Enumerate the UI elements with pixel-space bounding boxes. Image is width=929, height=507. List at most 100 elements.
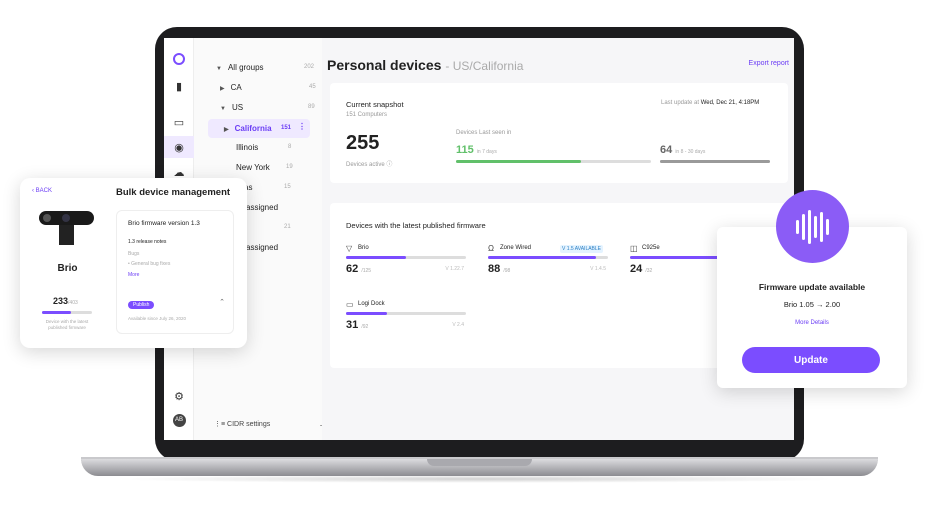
publish-badge[interactable]: Publish	[128, 301, 155, 309]
release-notes: 1.3 release notes	[128, 239, 167, 245]
tree-california[interactable]: ▶ California 151 ⋮	[208, 119, 310, 138]
firmware-heading: Devices with the latest published firmwa…	[346, 221, 486, 230]
firmware-device-tile[interactable]: Ω Zone Wired V 1.5 AVAILABLE 88 /98 V 1.4.5	[488, 244, 608, 281]
tree-label: California	[234, 124, 272, 133]
older-bar-fill	[660, 160, 770, 163]
cloud-icon[interactable]: ☁	[173, 166, 185, 179]
device-count-value: 233	[53, 296, 69, 306]
bulk-title: Bulk device management	[116, 187, 231, 198]
tree-illinois[interactable]: Illinois 8	[236, 143, 310, 152]
older-label: in 8 - 30 days	[675, 149, 706, 155]
firmware-title: Brio firmware version 1.3	[128, 220, 200, 227]
more-vertical-icon[interactable]: ⋮	[298, 122, 306, 131]
device-count: 24 /32	[630, 263, 652, 275]
device-name: C925e	[642, 245, 660, 251]
device-bar-fill	[346, 312, 387, 315]
device-icon: ◫	[630, 244, 638, 253]
tree-us[interactable]: ▼ US 89	[220, 103, 315, 112]
tree-label: as	[244, 183, 253, 192]
recent-bar	[456, 160, 651, 163]
bugs-label: Bugs	[128, 251, 140, 257]
tree-label: US	[231, 103, 244, 112]
update-title: Firmware update available	[758, 282, 866, 292]
tree-count: 21	[284, 224, 291, 230]
avatar[interactable]: AB	[171, 412, 187, 428]
device-version: V 1.4.5	[590, 266, 606, 272]
bulk-management-panel: ‹ BACK Bulk device management Brio 233/4…	[20, 178, 247, 348]
network-icon: ⋮≡	[214, 421, 228, 428]
avatar-initials: AB	[172, 413, 186, 427]
book-icon[interactable]: ▮	[175, 80, 183, 93]
device-count-total: /403	[68, 300, 78, 306]
device-bar	[488, 256, 608, 259]
last-seen-label: Devices Last seen in	[456, 130, 512, 136]
firmware-device-tile[interactable]: ▽ Brio 62 /125 V 1.22.7	[346, 244, 466, 281]
tree-unassigned[interactable]: assigned	[246, 203, 278, 212]
available-since: Available since July 26, 2020	[128, 316, 186, 321]
screen: ▮ ▭ ◉ ☁ ⚙ AB ▼ All groups 202 ▶ CA 45 ▼ US …	[164, 38, 794, 440]
older-devices: 64 in 8 - 30 days	[660, 144, 705, 156]
firmware-device-tile[interactable]: ▭ Logi Dock 31 /92 V 2.4	[346, 300, 466, 337]
device-bar-fill	[630, 256, 720, 259]
audio-wave-icon	[776, 190, 849, 263]
info-icon[interactable]: ⓘ	[386, 162, 393, 168]
tree-all-groups[interactable]: ▼ All groups 202	[216, 63, 314, 72]
update-button[interactable]: Update	[742, 347, 880, 373]
tree-label: assigned	[246, 243, 279, 252]
back-link[interactable]: ‹ BACK	[32, 188, 52, 194]
device-count-total: /98	[503, 268, 511, 274]
tree-count: 19	[286, 164, 293, 170]
devices-active-text: Devices active	[346, 162, 385, 168]
device-name: Logi Dock	[358, 301, 385, 307]
devices-icon[interactable]: ◉	[164, 136, 194, 158]
tree-count: 45	[309, 84, 316, 90]
chevron-up-icon[interactable]: ⌃	[219, 299, 225, 306]
laptop-notch	[427, 459, 532, 466]
webcam-image	[39, 211, 94, 245]
tree-count: 8	[288, 144, 292, 150]
device-version: V 1.22.7	[445, 266, 464, 272]
monitor-icon[interactable]: ▭	[173, 116, 185, 129]
laptop-shadow	[110, 475, 850, 483]
caret-down-icon: ▼	[220, 106, 226, 112]
more-details-link[interactable]: More Details	[795, 320, 829, 326]
more-link[interactable]: More	[128, 272, 140, 278]
tree-label: New York	[236, 163, 270, 172]
device-count-bar	[42, 311, 92, 314]
tree-count: 89	[308, 104, 315, 110]
export-report-link[interactable]: Export report	[748, 60, 789, 67]
device-count-value: 62	[346, 263, 359, 275]
update-version: Brio 1.05 → 2.00	[783, 300, 841, 309]
tree-texas[interactable]: as 15	[244, 183, 310, 192]
caret-right-icon: ▶	[224, 127, 229, 133]
device-icon: ▽	[346, 244, 353, 253]
tree-ca[interactable]: ▶ CA 45	[220, 83, 316, 92]
snapshot-card: Current snapshot 151 Computers Last upda…	[330, 83, 788, 183]
main-content: Personal devices - US/California Export r…	[322, 38, 794, 440]
device-bar	[630, 256, 750, 259]
tree-count: 202	[304, 64, 315, 70]
firmware-device-tile[interactable]: ◫ C925e 24 /32	[630, 244, 750, 281]
tree-new-york[interactable]: New York 19	[236, 163, 310, 172]
device-count: 233/403	[53, 296, 78, 306]
tree-unassigned[interactable]: assigned	[246, 243, 278, 252]
cidr-settings-link[interactable]: ⋮≡ CIDR settings	[214, 420, 270, 428]
device-count-total: /92	[361, 324, 369, 330]
page-title-text: Personal devices	[327, 57, 442, 73]
older-value: 64	[660, 144, 673, 156]
snapshot-computers: 151 Computers	[346, 112, 388, 118]
older-bar	[660, 160, 770, 163]
gear-icon[interactable]: ⚙	[174, 390, 184, 403]
logo-icon[interactable]	[171, 51, 187, 67]
device-icon: Ω	[488, 244, 494, 253]
devices-active-label: Devices active ⓘ	[346, 159, 392, 168]
firmware-details: Brio firmware version 1.3 1.3 release no…	[116, 210, 234, 334]
page-title: Personal devices - US/California	[327, 57, 523, 73]
device-count: 88 /98	[488, 263, 510, 275]
cidr-label: CIDR settings	[227, 421, 271, 428]
device-bar	[346, 312, 466, 315]
device-icon: ▭	[346, 300, 354, 309]
recent-bar-fill	[456, 160, 581, 163]
tree-label: CA	[230, 83, 242, 92]
available-badge: V 1.5 AVAILABLE	[560, 245, 604, 253]
